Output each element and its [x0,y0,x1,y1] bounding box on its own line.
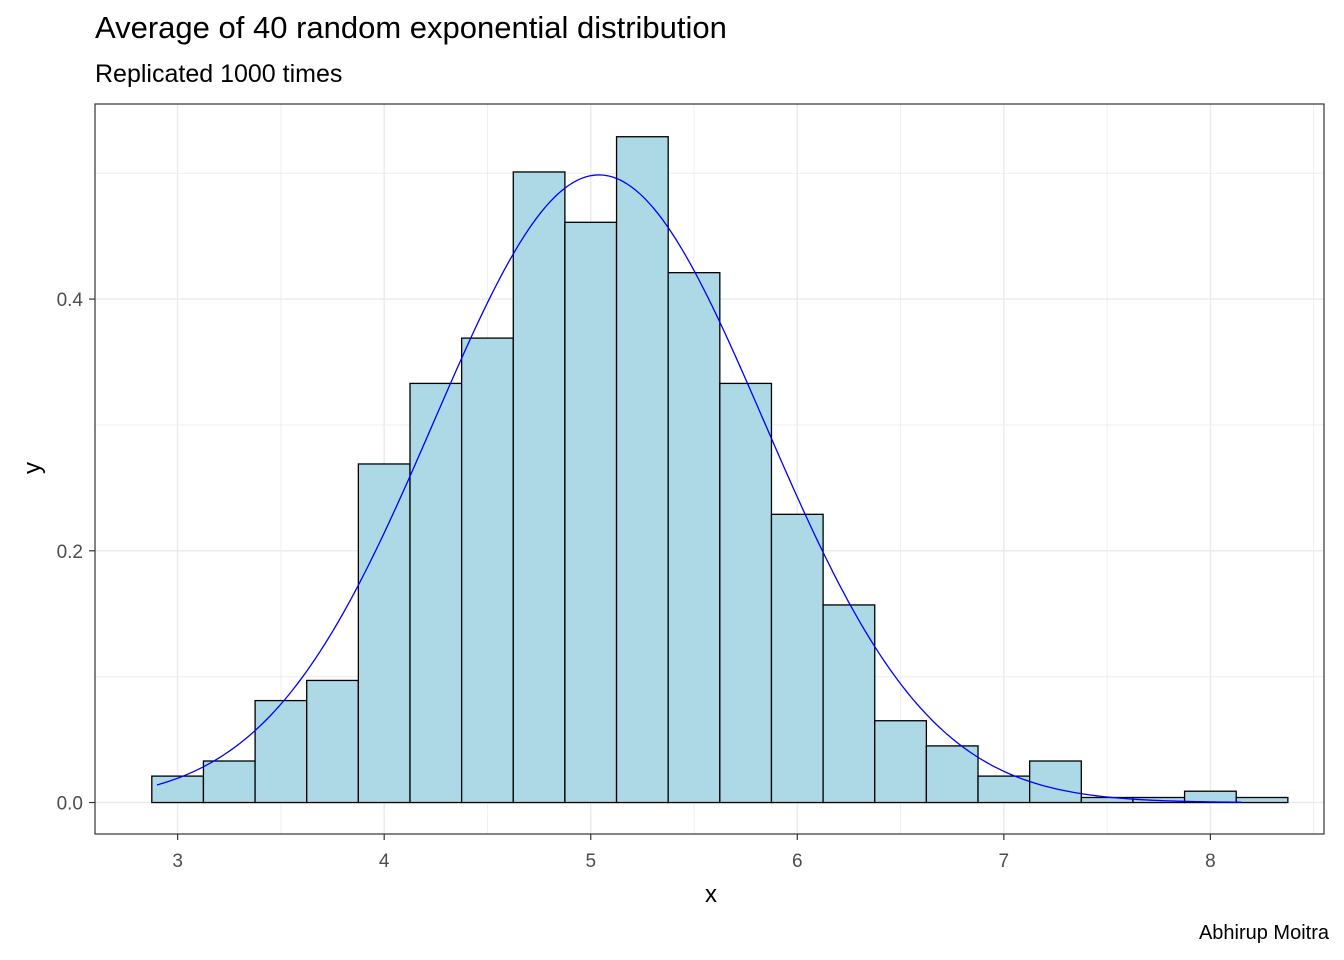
histogram-bar [822,604,876,804]
x-axis-title: x [705,881,717,908]
histogram-bar [357,463,411,804]
chart-caption: Abhirup Moitra [1198,922,1329,944]
axes: 3 4 5 6 7 8 0.0 0.2 0.4 [57,290,1216,872]
chart-title: Average of 40 random exponential distrib… [95,10,727,45]
panel-border [94,103,1325,835]
y-tick-label: 0.4 [57,290,84,311]
histogram-bar [719,382,773,804]
x-tick-label: 3 [172,851,183,872]
histogram-bar [770,513,824,804]
x-tick-label: 6 [792,851,803,872]
histogram-bar [874,720,928,804]
histogram-bar [1183,790,1237,804]
histogram-bars [151,136,1289,804]
histogram-bar [615,136,669,804]
histogram-bar [202,760,256,804]
histogram-bar [1029,760,1082,804]
histogram-bar [151,775,205,804]
histogram-bar [564,221,618,804]
histogram-bar [306,679,360,804]
histogram-bar [925,745,979,804]
x-tick-label: 7 [999,851,1010,872]
histogram-bar [977,775,1031,804]
chart-subtitle: Replicated 1000 times [95,60,343,88]
histogram-bar [254,699,308,804]
x-tick-label: 5 [585,851,596,872]
y-axis-title: y [19,462,46,474]
density-curve-group [156,174,1242,803]
histogram-bar [460,337,514,804]
histogram-bar [409,382,463,804]
histogram-bar [512,171,566,804]
y-tick-label: 0.0 [57,794,83,815]
histogram-bar [667,272,721,804]
y-tick-label: 0.2 [57,542,83,563]
x-tick-label: 8 [1205,851,1216,872]
x-tick-label: 4 [379,851,390,872]
histogram-bar [1235,796,1289,804]
density-curve [156,174,1242,803]
